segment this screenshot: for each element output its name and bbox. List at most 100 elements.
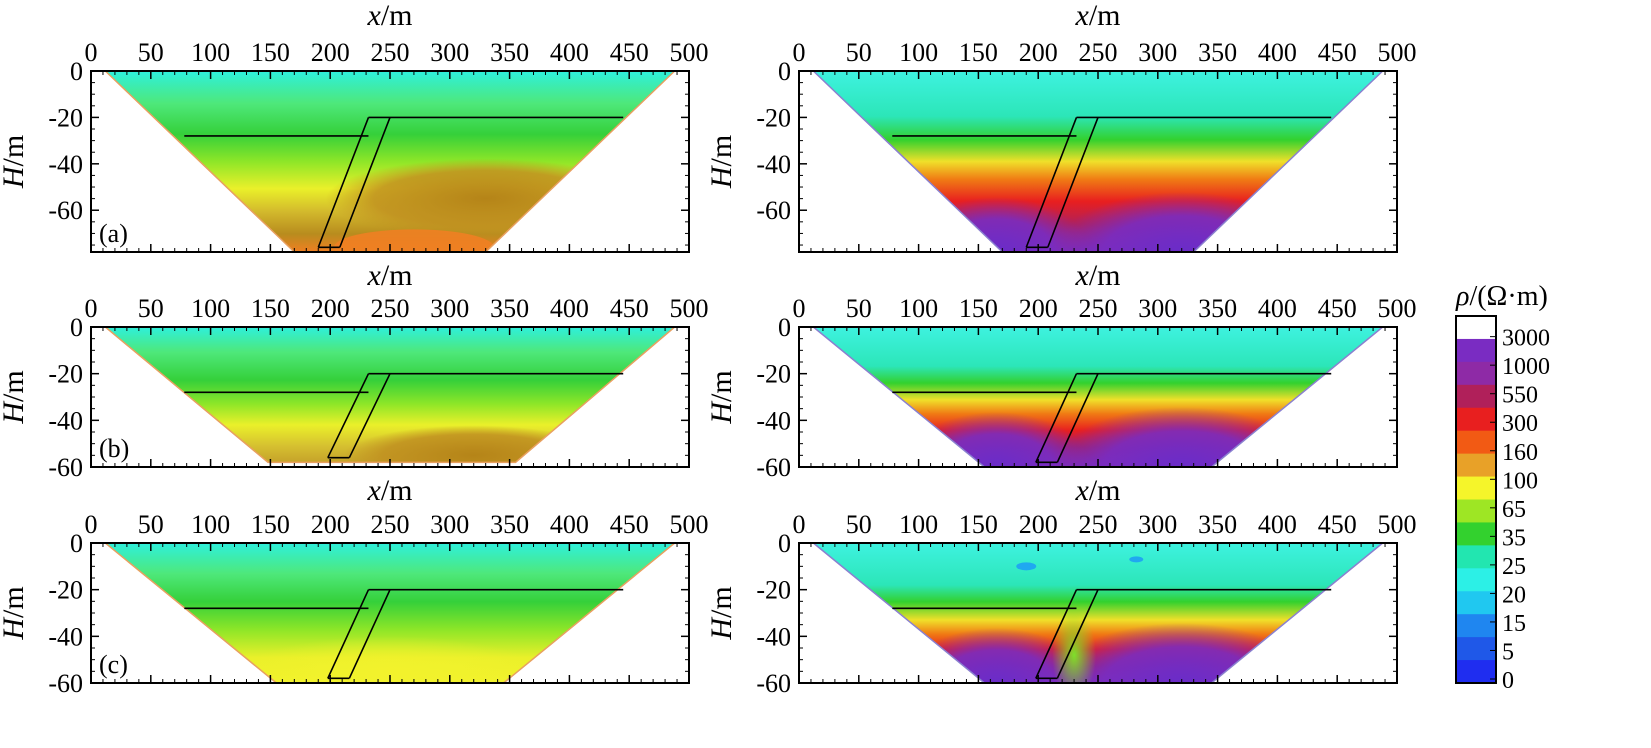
fault-zone-low bbox=[1052, 610, 1097, 683]
x-tick-label: 250 bbox=[371, 294, 410, 323]
y-tick-label: -20 bbox=[48, 360, 83, 389]
fault-plane-right bbox=[1056, 373, 1099, 463]
panel-a-left: 0 50 100 150 200 250 300 350 400 450 500 0 -20 -40 -60… bbox=[0, 0, 709, 253]
y-tick-label: -60 bbox=[48, 453, 83, 482]
colorbar-frame bbox=[1455, 315, 1497, 684]
x-tick-label: 200 bbox=[311, 38, 350, 67]
y-tick-label: -20 bbox=[756, 576, 791, 605]
x-tick-label: 100 bbox=[899, 294, 938, 323]
colorbar-swatch bbox=[1456, 407, 1496, 432]
panel-b-left: 0 50 100 150 200 250 300 350 400 450 500 0 -20 -40 -60… bbox=[0, 259, 709, 482]
x-tick-label: 50 bbox=[138, 510, 164, 539]
x-tick-label: 200 bbox=[311, 294, 350, 323]
panel-a-right: 0 50 100 150 200 250 300 350 400 450 500 0 -20 -40 -60… bbox=[705, 0, 1417, 253]
colorbar-swatch bbox=[1456, 637, 1496, 661]
x-axis-title: x/m bbox=[1075, 0, 1121, 32]
y-axis-title: H/m bbox=[705, 370, 738, 424]
y-tick-label: -40 bbox=[756, 406, 791, 435]
colorbar-label: 25 bbox=[1502, 554, 1526, 580]
fault-plane-left bbox=[327, 589, 370, 679]
x-tick-label: 400 bbox=[550, 38, 589, 67]
x-tick-label: 350 bbox=[1198, 38, 1237, 67]
x-tick-label: 450 bbox=[1318, 510, 1357, 539]
x-tick-label: 50 bbox=[846, 38, 872, 67]
y-tick-label: -60 bbox=[756, 196, 791, 225]
colorbar-label: 160 bbox=[1502, 440, 1538, 466]
colorbar-swatch bbox=[1456, 476, 1496, 500]
colorbar-label: 20 bbox=[1502, 582, 1526, 608]
x-tick-label: 100 bbox=[191, 510, 230, 539]
x-tick-label: 200 bbox=[1019, 510, 1058, 539]
fault-plane-left bbox=[327, 373, 370, 459]
x-tick-label: 100 bbox=[899, 510, 938, 539]
y-tick-label: 0 bbox=[70, 313, 83, 342]
x-tick-label: 100 bbox=[899, 38, 938, 67]
x-tick-label: 0 bbox=[85, 294, 98, 323]
x-tick-label: 500 bbox=[1378, 510, 1417, 539]
colorbar-label: 5 bbox=[1502, 639, 1514, 665]
y-tick-label: -40 bbox=[48, 622, 83, 651]
panel-letter: (c) bbox=[99, 650, 128, 679]
fault-plane-left bbox=[317, 117, 370, 248]
x-tick-label: 350 bbox=[490, 510, 529, 539]
y-tick-label: -60 bbox=[48, 669, 83, 698]
x-tick-label: 100 bbox=[191, 294, 230, 323]
x-tick-label: 300 bbox=[430, 38, 469, 67]
high-resistivity-body bbox=[240, 636, 540, 683]
fault-plane-right bbox=[1047, 117, 1099, 248]
x-tick-label: 500 bbox=[670, 38, 709, 67]
x-tick-label: 0 bbox=[85, 510, 98, 539]
y-tick-label: -40 bbox=[756, 150, 791, 179]
resistivity-field bbox=[813, 543, 1383, 683]
fault-plane-right bbox=[348, 589, 391, 679]
panel-c-right: 0 50 100 150 200 250 300 350 400 450 500 0 -20 -40 -60… bbox=[705, 474, 1417, 698]
colorbar-swatch bbox=[1456, 316, 1496, 340]
y-tick-label: -60 bbox=[756, 669, 791, 698]
fault-plane-left bbox=[1025, 117, 1078, 248]
x-tick-label: 350 bbox=[1198, 294, 1237, 323]
resistivity-field bbox=[105, 71, 675, 252]
x-tick-label: 300 bbox=[1138, 510, 1177, 539]
y-tick-label: 0 bbox=[70, 57, 83, 86]
y-axis-title: H/m bbox=[0, 586, 30, 640]
x-tick-label: 250 bbox=[1079, 294, 1118, 323]
fault-plane-left bbox=[1035, 373, 1078, 463]
colorbar-label: 35 bbox=[1502, 525, 1526, 551]
colorbar-swatch bbox=[1456, 499, 1496, 523]
shallow-anomaly bbox=[1129, 556, 1144, 563]
y-tick-label: -20 bbox=[756, 360, 791, 389]
data-boundary bbox=[104, 326, 676, 464]
y-axis-title: H/m bbox=[0, 135, 30, 189]
colorbar-label: 300 bbox=[1502, 411, 1538, 437]
y-tick-label: -20 bbox=[48, 576, 83, 605]
x-tick-label: 450 bbox=[1318, 38, 1357, 67]
y-tick-label: -40 bbox=[756, 622, 791, 651]
colorbar-label: 1000 bbox=[1502, 354, 1550, 380]
x-tick-label: 500 bbox=[1378, 38, 1417, 67]
right-resistive-body bbox=[1051, 407, 1312, 467]
x-tick-label: 200 bbox=[1019, 38, 1058, 67]
x-axis-title: x/m bbox=[1075, 259, 1121, 292]
high-resistivity-body bbox=[343, 425, 604, 463]
x-axis-title: x/m bbox=[1075, 474, 1121, 507]
colorbar-title: ρ/(Ω·m) bbox=[1455, 281, 1548, 312]
x-tick-label: 50 bbox=[846, 510, 872, 539]
x-tick-label: 250 bbox=[1079, 38, 1118, 67]
x-tick-label: 0 bbox=[85, 38, 98, 67]
fault-plane-right bbox=[339, 117, 391, 248]
colorbar-swatch bbox=[1456, 660, 1496, 684]
x-tick-label: 150 bbox=[251, 294, 290, 323]
x-axis-title: x/m bbox=[367, 474, 413, 507]
x-tick-label: 0 bbox=[793, 294, 806, 323]
colorbar-swatch bbox=[1456, 591, 1496, 615]
x-tick-label: 450 bbox=[610, 38, 649, 67]
high-resistivity-body bbox=[325, 158, 646, 239]
deep-body bbox=[333, 229, 494, 252]
x-tick-label: 250 bbox=[371, 38, 410, 67]
y-axis-title: H/m bbox=[705, 586, 738, 640]
y-tick-label: -40 bbox=[48, 150, 83, 179]
panels: 0 50 100 150 200 250 300 350 400 450 5000-20-40-60… bbox=[0, 0, 1417, 698]
colorbar-swatch bbox=[1456, 338, 1496, 363]
y-tick-label: -20 bbox=[48, 103, 83, 132]
